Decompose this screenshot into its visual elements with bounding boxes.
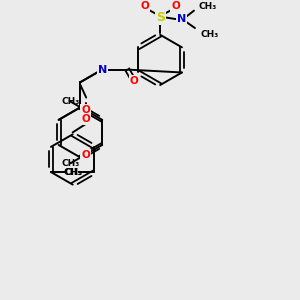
Text: CH₃: CH₃ xyxy=(201,30,219,39)
Text: O: O xyxy=(140,1,149,11)
Text: CH₃: CH₃ xyxy=(61,97,80,106)
Text: S: S xyxy=(156,11,165,24)
Text: N: N xyxy=(177,14,186,24)
Text: CH₃: CH₃ xyxy=(199,2,217,11)
Text: N: N xyxy=(98,64,107,75)
Text: O: O xyxy=(130,76,138,86)
Text: CH₃: CH₃ xyxy=(64,167,82,176)
Text: O: O xyxy=(81,150,90,160)
Text: CH₃: CH₃ xyxy=(61,159,80,168)
Text: O: O xyxy=(81,105,90,115)
Text: CH₃: CH₃ xyxy=(63,167,81,176)
Text: O: O xyxy=(171,1,180,11)
Text: O: O xyxy=(82,114,91,124)
